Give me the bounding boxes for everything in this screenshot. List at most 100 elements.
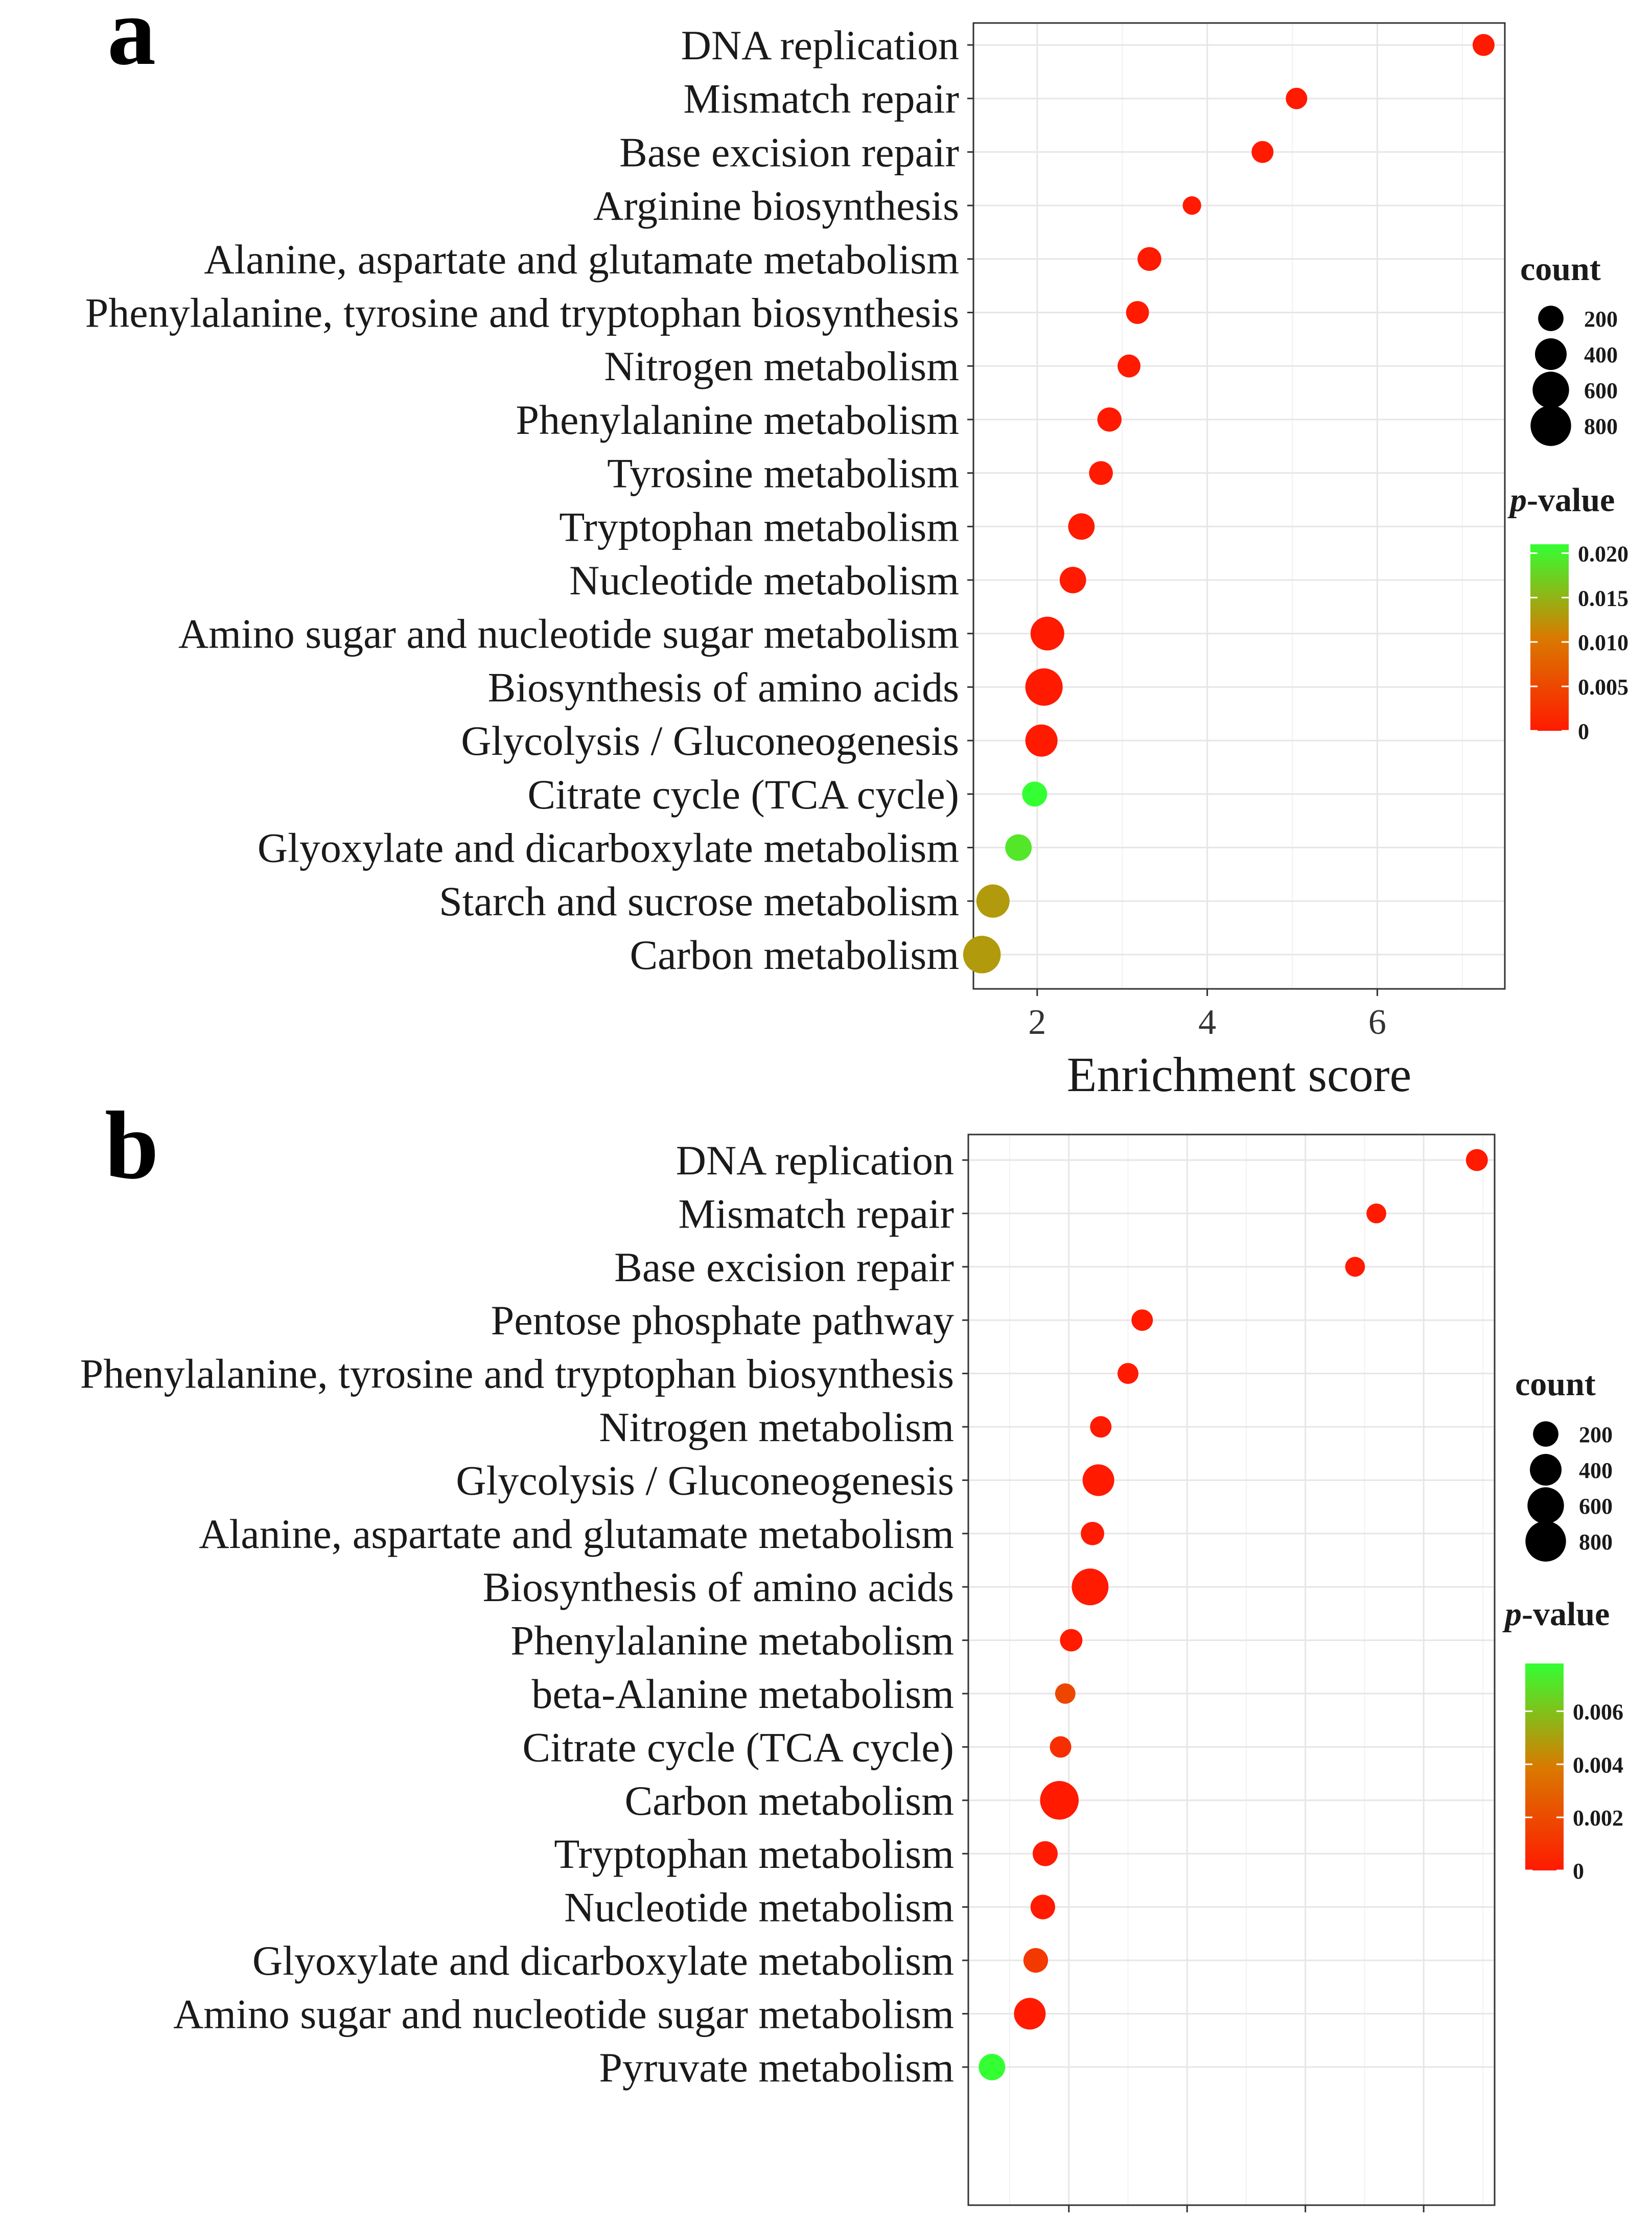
data-point	[1030, 1894, 1055, 1919]
category-label: Biosynthesis of amino acids	[483, 1564, 954, 1610]
x-tick-label: 3	[1178, 2219, 1196, 2221]
plot-background	[973, 23, 1505, 989]
size-legend-label: 400	[1584, 342, 1618, 367]
category-label: Base excision repair	[619, 129, 959, 175]
x-tick-label: 2	[1028, 1003, 1046, 1042]
panel-a-chart: DNA replication Mismatch repair Base excis…	[85, 22, 1628, 1102]
color-legend-label: 0.010	[1578, 630, 1628, 655]
category-label: Amino sugar and nucleotide sugar metabol…	[178, 611, 959, 657]
color-legend-label: 0.015	[1578, 586, 1628, 611]
category-label: DNA replication	[681, 22, 959, 68]
x-tick-label: 4	[1198, 1003, 1216, 1042]
size-legend-label: 800	[1579, 1530, 1613, 1555]
x-tick-label: 6	[1368, 1003, 1386, 1042]
data-point	[1023, 1948, 1049, 1973]
category-label: Biosynthesis of amino acids	[488, 664, 959, 710]
data-point	[1286, 87, 1308, 109]
data-point	[1030, 616, 1064, 651]
category-label: Carbon metabolism	[630, 932, 959, 978]
category-label: Nucleotide metabolism	[569, 557, 959, 604]
data-point	[1097, 407, 1122, 432]
color-legend-label: 0.002	[1573, 1806, 1623, 1831]
data-point	[1059, 567, 1086, 593]
size-legend-dot	[1533, 1421, 1558, 1447]
color-legend-title-rest: -value	[1527, 481, 1615, 519]
category-label: Phenylalanine metabolism	[516, 397, 959, 443]
panel-b-chart: DNA replication Mismatch repair Base excis…	[80, 1133, 1623, 2221]
category-label: Phenylalanine metabolism	[510, 1617, 954, 1664]
data-point	[976, 884, 1010, 918]
data-point	[963, 936, 1001, 974]
category-label: Tyrosine metabolism	[607, 450, 959, 497]
data-point	[1082, 1464, 1114, 1496]
category-label: Amino sugar and nucleotide sugar metabol…	[173, 1991, 954, 2037]
category-label: Starch and sucrose metabolism	[439, 878, 959, 924]
data-point	[1465, 1149, 1488, 1171]
color-legend-title-italic: p	[1502, 1595, 1522, 1633]
data-point	[1081, 1521, 1104, 1545]
data-point	[1118, 354, 1141, 378]
color-legend-bar	[1530, 544, 1569, 731]
x-tick-label: 4	[1296, 2219, 1314, 2221]
data-point	[1055, 1683, 1076, 1704]
size-legend-dot	[1535, 338, 1567, 370]
color-legend-label: 0.004	[1573, 1752, 1623, 1777]
category-label: Tryptophan metabolism	[559, 503, 959, 550]
size-legend-title: count	[1520, 250, 1601, 288]
category-label: Nitrogen metabolism	[599, 1404, 954, 1450]
x-axis-title: Enrichment score	[1067, 1047, 1411, 1102]
color-legend-bar	[1525, 1663, 1564, 1870]
size-legend-label: 200	[1584, 307, 1618, 332]
panel-letter-a: a	[107, 0, 156, 85]
data-point	[1014, 1998, 1046, 2030]
data-point	[1050, 1736, 1072, 1758]
data-point	[1126, 301, 1149, 324]
data-point	[1137, 247, 1161, 271]
size-legend-dot	[1532, 372, 1569, 408]
size-legend-label: 400	[1579, 1458, 1613, 1483]
data-point	[1025, 668, 1063, 706]
category-label: Glycolysis / Gluconeogenesis	[461, 718, 959, 764]
data-point	[1090, 1416, 1112, 1438]
data-point	[1072, 1568, 1109, 1606]
category-label: Citrate cycle (TCA cycle)	[527, 771, 959, 818]
data-point	[1345, 1257, 1365, 1277]
panel-letter-b: b	[105, 1092, 159, 1199]
size-legend-dot	[1530, 405, 1571, 446]
data-point	[1366, 1204, 1386, 1223]
data-point	[1131, 1309, 1153, 1331]
size-legend-dot	[1530, 1454, 1562, 1486]
category-label: Nitrogen metabolism	[604, 343, 959, 389]
color-legend-title: p-value	[1502, 1595, 1610, 1633]
color-legend-label: 0	[1573, 1859, 1584, 1884]
data-point	[1251, 141, 1274, 163]
data-point	[1040, 1781, 1079, 1820]
size-legend-label: 800	[1584, 414, 1618, 439]
category-label: Alanine, aspartate and glutamate metabol…	[204, 236, 959, 283]
category-label: Citrate cycle (TCA cycle)	[522, 1724, 954, 1770]
data-point	[979, 2053, 1006, 2080]
size-legend-dot	[1538, 306, 1564, 331]
x-tick-label: 5	[1415, 2219, 1433, 2221]
data-point	[1117, 1363, 1138, 1384]
category-label: Phenylalanine, tyrosine and tryptophan b…	[80, 1351, 954, 1397]
color-legend-label: 0	[1578, 719, 1589, 744]
category-label: Mismatch repair	[678, 1190, 954, 1237]
data-point	[1472, 34, 1495, 56]
category-label: Phenylalanine, tyrosine and tryptophan b…	[85, 290, 959, 336]
size-legend-dot	[1525, 1521, 1566, 1562]
color-legend-title-italic: p	[1507, 481, 1527, 519]
color-legend-title-rest: -value	[1522, 1595, 1610, 1633]
data-point	[1182, 196, 1201, 215]
color-legend-label: 0.006	[1573, 1699, 1623, 1724]
size-legend-label: 200	[1579, 1422, 1613, 1447]
data-point	[1089, 461, 1113, 485]
category-label: Carbon metabolism	[624, 1777, 954, 1824]
color-legend-label: 0.020	[1578, 541, 1628, 566]
data-point	[1022, 781, 1048, 807]
size-legend-dot	[1527, 1487, 1564, 1524]
category-label: Arginine biosynthesis	[593, 182, 959, 229]
category-label: DNA replication	[676, 1137, 954, 1184]
data-point	[1025, 724, 1058, 757]
